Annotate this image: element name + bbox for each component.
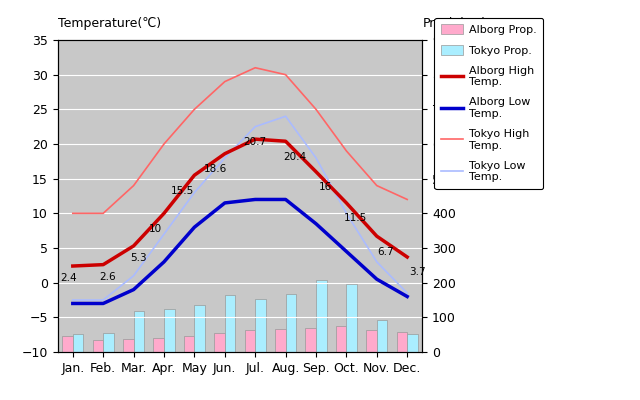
Text: 15.5: 15.5 — [171, 186, 194, 196]
Bar — [93, 340, 103, 352]
Bar — [134, 312, 144, 352]
Bar — [184, 336, 195, 352]
Bar — [255, 299, 266, 352]
Text: 2.4: 2.4 — [60, 273, 77, 283]
Bar — [407, 334, 418, 352]
Bar — [316, 280, 326, 352]
Text: Precipitation（mm）: Precipitation（mm） — [422, 17, 540, 30]
Text: 11.5: 11.5 — [344, 213, 367, 223]
Text: 16: 16 — [319, 182, 332, 192]
Text: 2.6: 2.6 — [99, 272, 116, 282]
Text: 20.7: 20.7 — [244, 137, 267, 147]
Bar — [244, 330, 255, 352]
Bar — [305, 328, 316, 352]
Text: Temperature(℃): Temperature(℃) — [58, 17, 161, 30]
Bar — [73, 334, 83, 352]
Text: 20.4: 20.4 — [283, 152, 307, 162]
Bar — [123, 339, 134, 352]
Text: 10: 10 — [148, 224, 161, 234]
Bar — [275, 329, 285, 352]
Text: 18.6: 18.6 — [204, 164, 227, 174]
Text: 5.3: 5.3 — [130, 253, 147, 263]
Bar — [154, 338, 164, 352]
Bar — [377, 320, 387, 352]
Legend: Alborg Prop., Tokyo Prop., Alborg High
Temp., Alborg Low
Temp., Tokyo High
Temp.: Alborg Prop., Tokyo Prop., Alborg High T… — [435, 18, 543, 189]
Bar — [62, 336, 73, 352]
Bar — [164, 309, 175, 352]
Bar — [225, 295, 236, 352]
Bar — [103, 332, 114, 352]
Bar — [285, 294, 296, 352]
Bar — [366, 330, 377, 352]
Text: 6.7: 6.7 — [378, 247, 394, 257]
Bar — [336, 326, 346, 352]
Bar — [195, 304, 205, 352]
Bar — [346, 284, 357, 352]
Text: 3.7: 3.7 — [410, 268, 426, 278]
Bar — [214, 333, 225, 352]
Bar — [397, 332, 407, 352]
